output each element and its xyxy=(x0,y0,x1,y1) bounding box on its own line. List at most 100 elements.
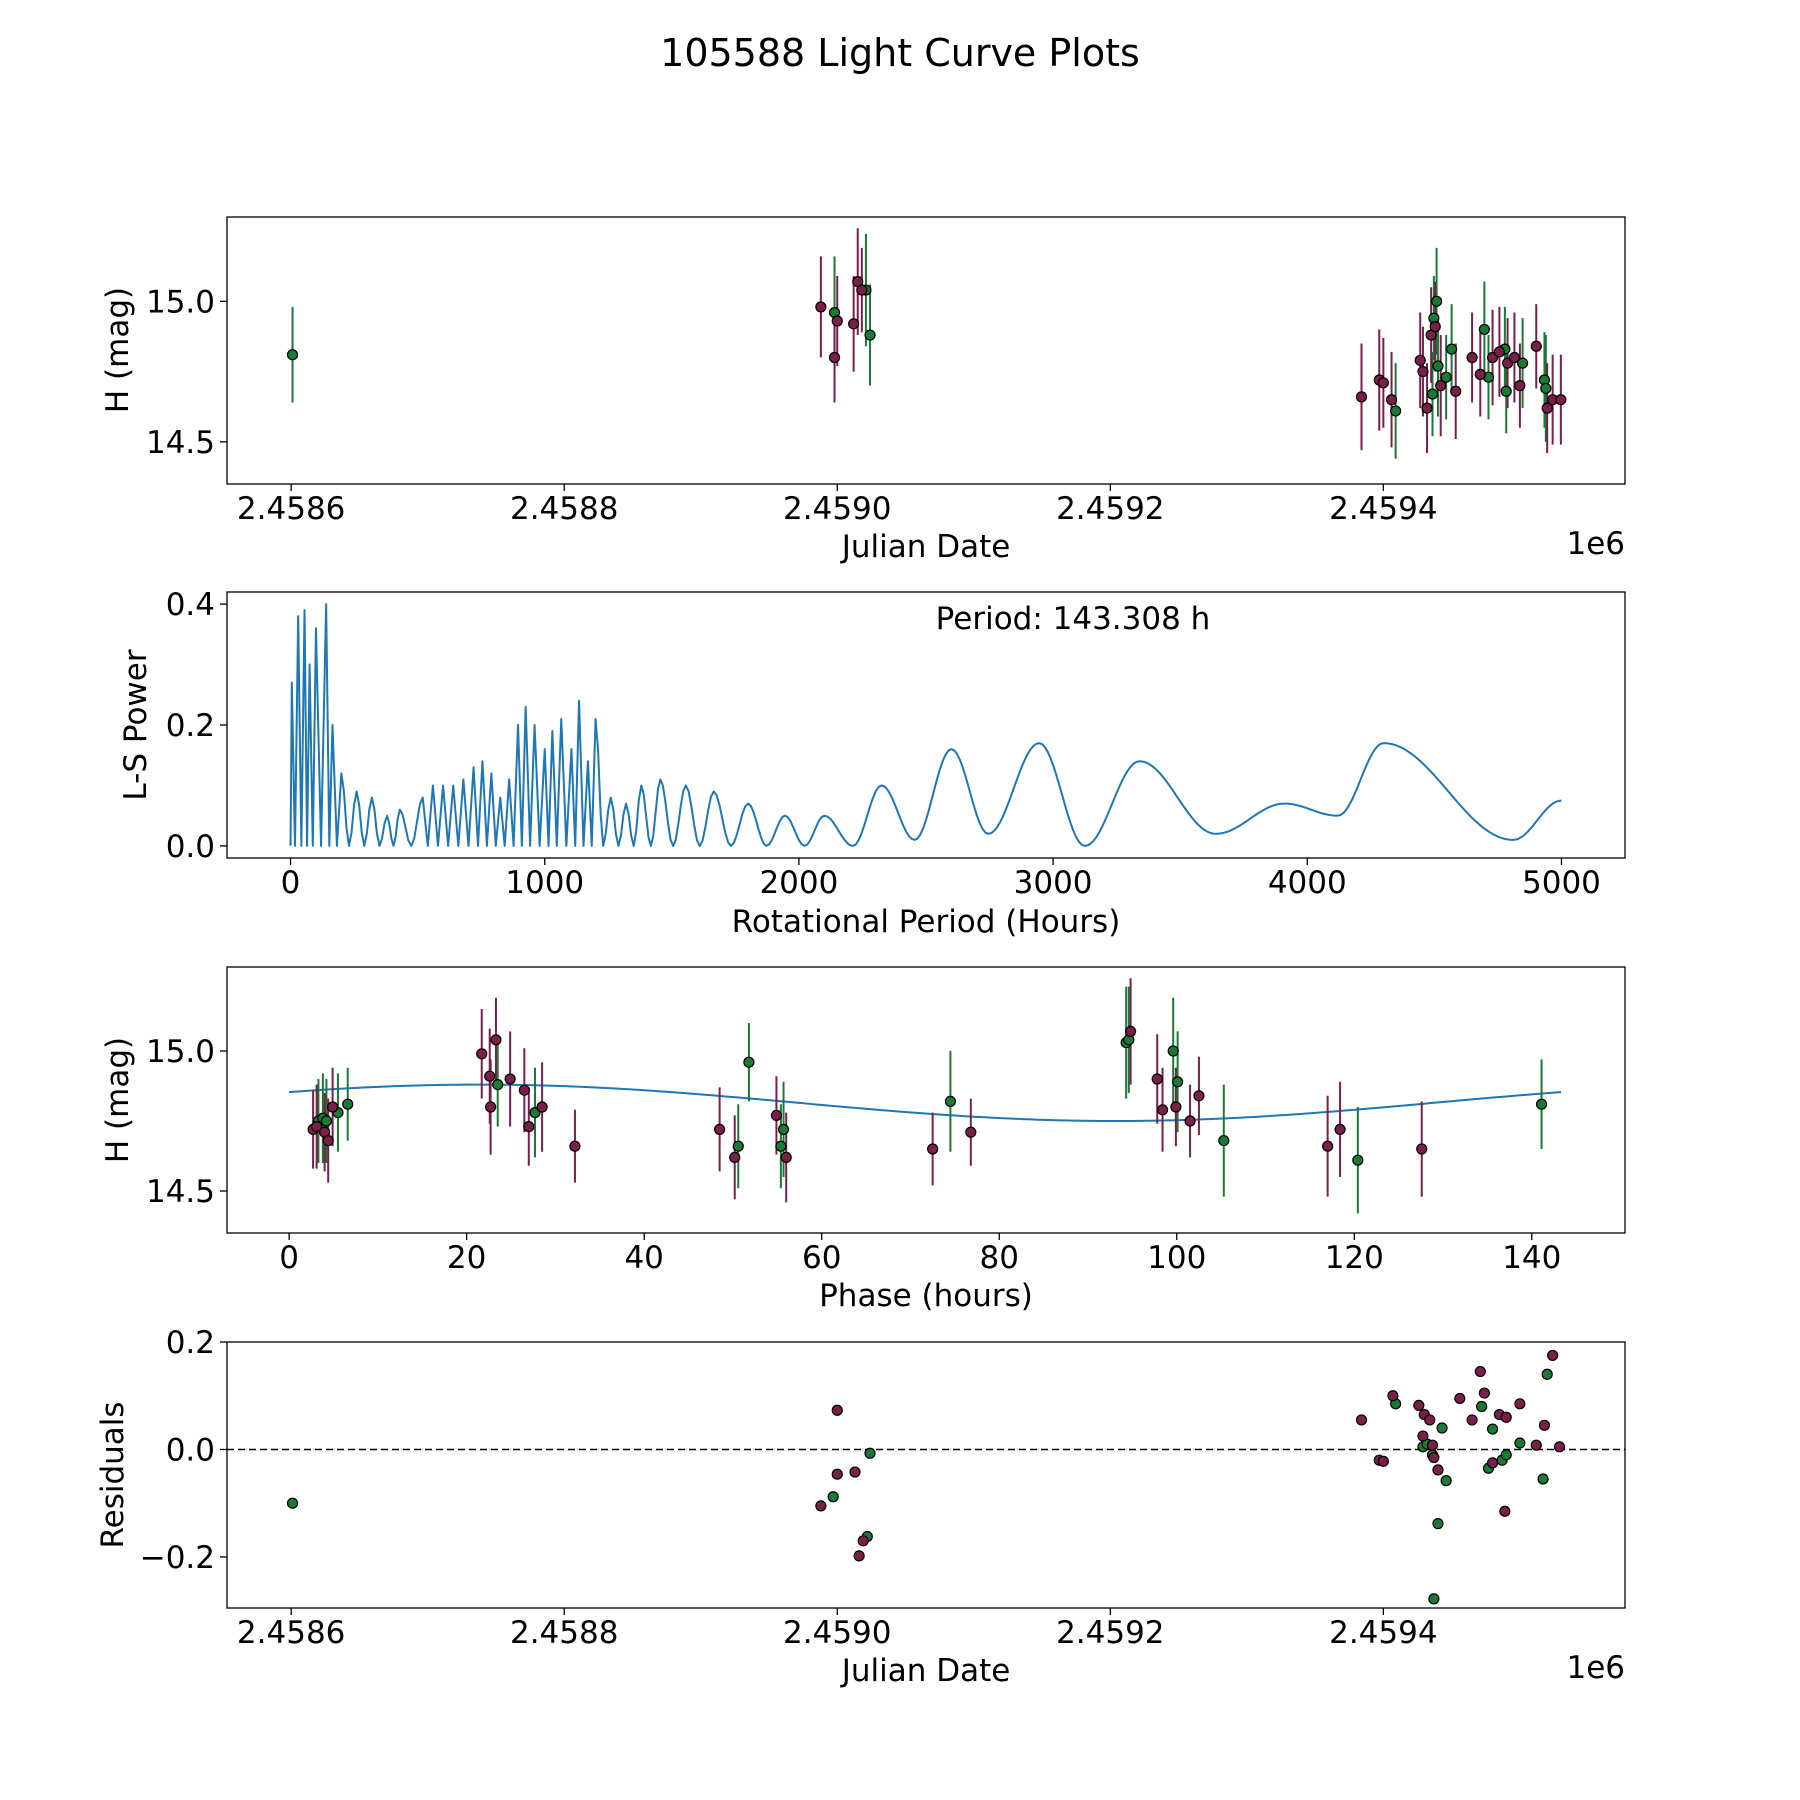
data-point-g xyxy=(1430,295,1443,307)
data-point-r xyxy=(1553,1441,1566,1453)
data-point-g xyxy=(1167,1045,1179,1057)
periodogram-line xyxy=(289,603,1562,847)
data-point-r xyxy=(569,1140,581,1152)
phase-x-label: Phase (hours) xyxy=(819,1278,1033,1314)
lightcurve-x-offset-label: 1e6 xyxy=(1566,526,1625,562)
data-point-g xyxy=(1486,1423,1499,1435)
figure-title: 105588 Light Curve Plots xyxy=(660,31,1140,75)
data-point-r xyxy=(1555,394,1567,406)
data-point-r xyxy=(1500,1411,1512,1423)
data-point-r xyxy=(1417,1430,1429,1442)
data-point-r xyxy=(1426,1439,1439,1451)
residuals-x-ticks: 2.4586 2.4588 2.4590 2.4592 2.4594 xyxy=(237,1608,1438,1651)
x-tick-label: 2.4590 xyxy=(783,491,891,527)
data-point-r xyxy=(1355,1414,1368,1426)
data-point-r xyxy=(848,318,860,330)
y-tick-label: 0.2 xyxy=(166,1325,215,1361)
data-point-r xyxy=(1530,1439,1542,1451)
data-point-r xyxy=(714,1123,726,1136)
x-tick-label: 2000 xyxy=(759,865,838,901)
data-point-r xyxy=(1493,346,1505,358)
y-tick-label: 0.0 xyxy=(166,1432,215,1468)
y-tick-label: 0.4 xyxy=(166,587,215,623)
data-point-r xyxy=(1416,1143,1428,1155)
data-point-r xyxy=(1538,1419,1551,1431)
data-point-r xyxy=(831,315,843,327)
y-tick-label: 15.0 xyxy=(146,284,215,320)
data-point-g xyxy=(743,1056,755,1068)
data-point-g xyxy=(1352,1154,1364,1166)
data-point-r xyxy=(853,1550,865,1562)
data-point-g xyxy=(1500,385,1512,397)
residuals-y-label: Residuals xyxy=(95,1401,131,1548)
data-point-r xyxy=(1334,1123,1346,1136)
data-point-r xyxy=(327,1101,339,1113)
data-point-r xyxy=(1413,1399,1425,1412)
data-point-r xyxy=(1474,1365,1486,1378)
lightcurve-panel: 2.4586 2.4588 2.4590 2.4592 2.4594 14.515.0 … xyxy=(100,216,1626,565)
phase-frame xyxy=(226,966,1626,1234)
data-point-r xyxy=(1450,385,1462,397)
data-point-r xyxy=(780,1151,792,1164)
data-point-r xyxy=(1385,394,1398,406)
data-point-r xyxy=(1514,380,1526,392)
x-tick-label: 5000 xyxy=(1522,865,1601,901)
periodogram-x-label: Rotational Period (Hours) xyxy=(732,904,1121,940)
data-point-g xyxy=(864,1447,876,1459)
data-point-r xyxy=(504,1073,516,1085)
x-tick-label: 40 xyxy=(624,1240,663,1276)
lightcurve-y-ticks: 14.5 15.0 xyxy=(146,284,227,461)
data-point-g xyxy=(492,1078,504,1091)
data-point-r xyxy=(1541,402,1553,414)
x-tick-label: 20 xyxy=(447,1240,486,1276)
data-point-g xyxy=(320,1115,333,1127)
residuals-x-label: Julian Date xyxy=(840,1653,1011,1689)
data-point-g xyxy=(1172,1076,1184,1088)
data-point-r xyxy=(311,1120,323,1133)
periodogram-y-label: L-S Power xyxy=(118,649,154,800)
data-point-g xyxy=(1540,382,1552,395)
data-point-r xyxy=(536,1101,548,1113)
period-annotation: Period: 143.308 h xyxy=(936,601,1211,637)
data-point-g xyxy=(1500,1449,1512,1461)
data-point-g xyxy=(864,329,876,341)
periodogram-marks xyxy=(289,603,1562,847)
data-point-g xyxy=(1426,388,1439,400)
data-point-r xyxy=(1156,1104,1169,1116)
data-point-r xyxy=(1486,1457,1499,1469)
lightcurve-marks xyxy=(286,228,1567,459)
data-point-g xyxy=(1541,1368,1553,1380)
lightcurve-y-label: H (mag) xyxy=(100,287,136,413)
x-tick-label: 4000 xyxy=(1268,865,1347,901)
data-point-r xyxy=(965,1126,977,1138)
x-tick-label: 2.4586 xyxy=(237,491,345,527)
data-point-r xyxy=(1424,1414,1436,1426)
x-tick-label: 2.4588 xyxy=(510,491,618,527)
data-point-r xyxy=(1435,380,1447,392)
data-point-r xyxy=(1429,321,1441,333)
data-point-r xyxy=(857,1535,869,1547)
data-point-g xyxy=(1440,1475,1452,1487)
data-point-r xyxy=(1355,391,1368,403)
data-point-r xyxy=(1514,1398,1526,1410)
x-tick-label: 2.4594 xyxy=(1329,491,1437,527)
residuals-frame xyxy=(226,1341,1626,1609)
data-point-g xyxy=(1428,1593,1440,1605)
x-tick-label: 2.4592 xyxy=(1056,491,1164,527)
data-point-r xyxy=(1474,368,1486,380)
data-point-r xyxy=(1322,1140,1334,1152)
phase-marks xyxy=(289,978,1562,1214)
x-tick-label: 80 xyxy=(980,1240,1019,1276)
data-point-r xyxy=(1387,1390,1399,1402)
data-point-r xyxy=(1508,351,1521,364)
data-point-g xyxy=(1476,1400,1488,1413)
data-point-r xyxy=(856,284,868,296)
phase-y-ticks: 14.5 15.0 xyxy=(146,1034,227,1210)
data-point-r xyxy=(1499,1505,1511,1517)
data-point-g xyxy=(1218,1134,1230,1147)
data-point-g xyxy=(1478,323,1490,336)
y-tick-label: 0.0 xyxy=(166,829,215,865)
data-point-r xyxy=(484,1070,496,1082)
data-point-r xyxy=(1414,354,1426,366)
